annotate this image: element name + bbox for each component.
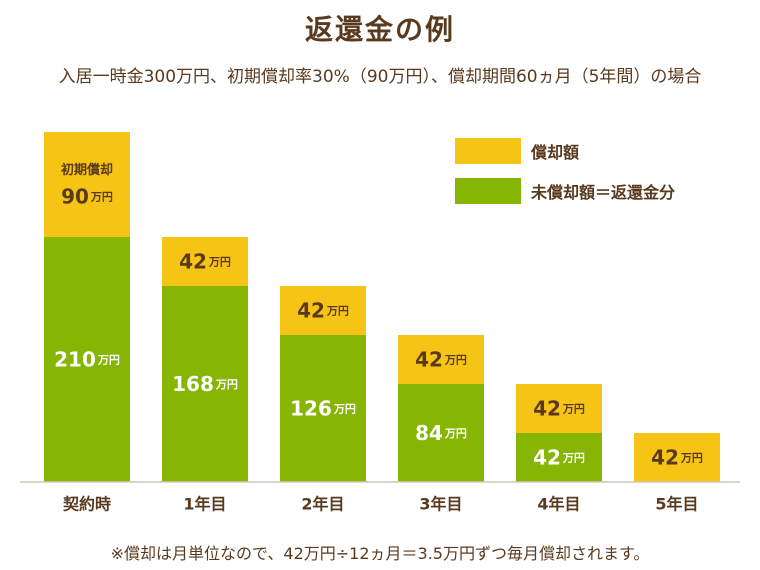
bar-unamortized-3 <box>398 384 484 482</box>
bar-label-amortized-4: 42 万円 <box>533 397 585 421</box>
legend-swatch-unamortized <box>455 178 521 204</box>
legend-label-amortized: 償却額 <box>531 143 580 162</box>
bar-unamortized-1 <box>162 286 248 482</box>
bar-amortized-5 <box>634 433 720 482</box>
legend: 償却額 未償却額＝返還金分 <box>455 136 675 216</box>
chart-title: 返還金の例 <box>304 13 455 46</box>
bar-label-amortized-3: 42 万円 <box>415 348 467 372</box>
x-tick-label-1: 1年目 <box>183 495 226 514</box>
bar-label-unamortized-1: 168 万円 <box>172 372 238 396</box>
bar-amortized-1 <box>162 237 248 286</box>
x-tick-label-2: 2年目 <box>301 495 344 514</box>
bar-amortized-2 <box>280 286 366 335</box>
bar-label-amortized-5: 42 万円 <box>651 446 703 470</box>
bar-unamortized-2 <box>280 335 366 482</box>
legend-item-amortized: 償却額 <box>455 136 675 166</box>
bar-label-unamortized-2: 126 万円 <box>290 397 356 421</box>
x-tick-label-0: 契約時 <box>62 495 111 514</box>
chart-subtitle: 入居一時金300万円、初期償却率30%（90万円）、償却期間60ヵ月（5年間）の… <box>58 67 702 87</box>
bar-label-amortized-0: 90 万円 <box>61 185 113 209</box>
bar-unamortized-0 <box>44 237 130 482</box>
bar-unamortized-4 <box>516 433 602 482</box>
bar-label-amortized-2: 42 万円 <box>297 299 349 323</box>
bar-amortized-4 <box>516 384 602 433</box>
legend-swatch-amortized <box>455 138 521 164</box>
bar-label-initial-amortization: 初期償却 <box>61 162 113 178</box>
bar-label-unamortized-0: 210 万円 <box>54 348 120 372</box>
footnote: ※償却は月単位なので、42万円÷12ヵ月＝3.5万円ずつ毎月償却されます。 <box>110 544 650 563</box>
legend-item-unamortized: 未償却額＝返還金分 <box>455 176 675 206</box>
bar-amortized-3 <box>398 335 484 384</box>
bar-label-unamortized-3: 84 万円 <box>415 421 467 445</box>
bar-label-unamortized-4: 42 万円 <box>533 446 585 470</box>
bar-label-amortized-1: 42 万円 <box>179 250 231 274</box>
bar-amortized-0 <box>44 132 130 237</box>
legend-label-unamortized: 未償却額＝返還金分 <box>531 183 676 202</box>
x-tick-label-4: 4年目 <box>537 495 580 514</box>
x-tick-label-5: 5年目 <box>655 495 698 514</box>
x-tick-label-3: 3年目 <box>419 495 462 514</box>
